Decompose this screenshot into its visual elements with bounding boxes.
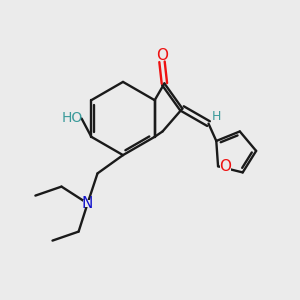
- Text: O: O: [220, 159, 232, 174]
- Text: O: O: [156, 48, 168, 63]
- Text: HO: HO: [62, 112, 83, 125]
- Bar: [220, 162, 231, 171]
- Text: H: H: [212, 110, 222, 124]
- Text: N: N: [82, 196, 93, 211]
- Bar: [213, 114, 221, 122]
- Bar: [64, 114, 81, 123]
- Bar: [157, 51, 167, 60]
- Bar: [83, 200, 92, 207]
